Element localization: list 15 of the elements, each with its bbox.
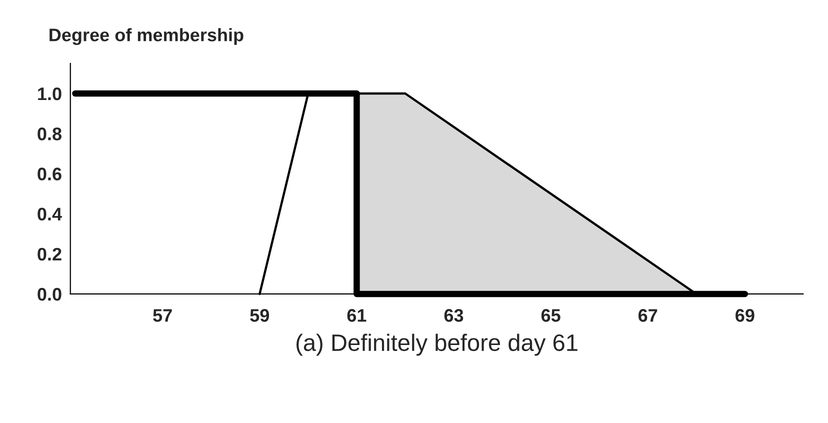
x-tick-label: 65 — [541, 309, 560, 322]
x-tick-label: 69 — [736, 309, 754, 322]
y-tick-label: 0.6 — [38, 168, 62, 180]
x-tick-label: 61 — [347, 309, 366, 322]
y-tick-label: 0.4 — [38, 208, 62, 221]
x-tick-label: 57 — [153, 309, 172, 322]
x-tick-label: 67 — [638, 309, 658, 322]
x-axis-title: (a) Definitely before day 61 — [296, 334, 578, 356]
y-tick-label: 0.2 — [38, 248, 62, 261]
x-tick-label: 63 — [444, 309, 464, 322]
y-axis-title: Degree of membership — [50, 28, 244, 46]
x-tick-label: 59 — [250, 309, 270, 322]
y-tick-label: 1.0 — [38, 87, 62, 100]
y-tick-label: 0.0 — [38, 288, 62, 301]
y-tick-label: 0.8 — [38, 128, 62, 140]
